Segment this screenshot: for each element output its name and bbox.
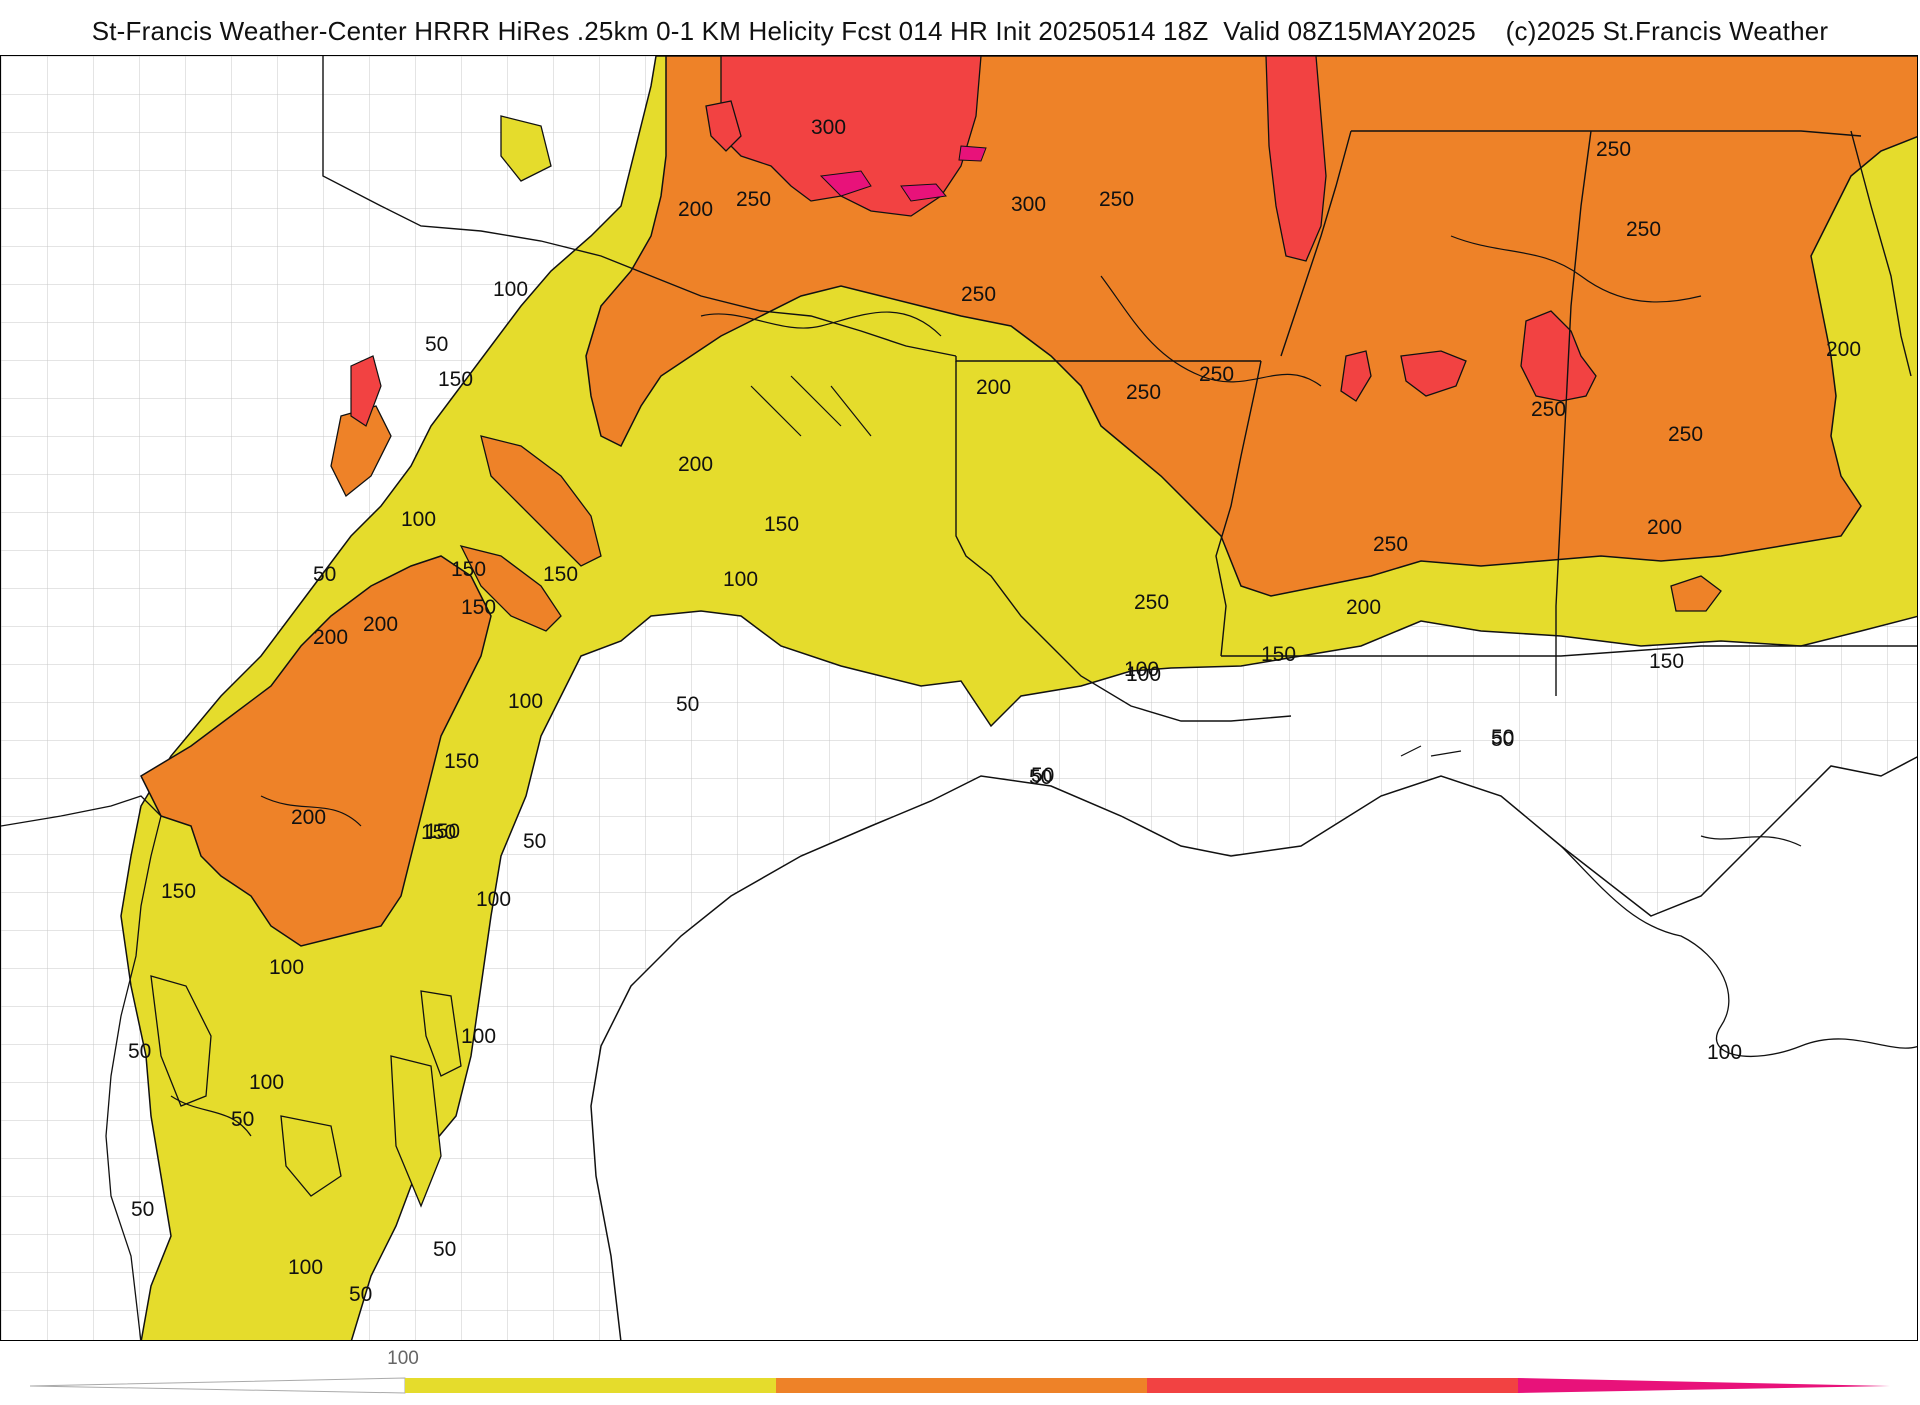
- contour-label: 200: [1647, 516, 1682, 539]
- contour-label: 100: [461, 1025, 496, 1048]
- contour-label: 250: [1596, 138, 1631, 161]
- state-borders: [322, 56, 1917, 722]
- contour-label: 50: [349, 1283, 372, 1306]
- map-title: St-Francis Weather-Center HRRR HiRes .25…: [91, 16, 1829, 46]
- contour-label: 150: [1649, 650, 1684, 673]
- contour-label: 100: [269, 956, 304, 979]
- contour-label: 250: [736, 188, 771, 211]
- colorbar-segment-0-100: [29, 1377, 406, 1394]
- contour-label: 200: [976, 376, 1011, 399]
- helicity-band-200-300: [1670, 575, 1722, 612]
- helicity-band-300-400: [1265, 56, 1327, 262]
- helicity-band-300-400: [705, 100, 742, 152]
- contour-label: 200: [1346, 596, 1381, 619]
- colorbar-segment-300-400: [1147, 1378, 1518, 1393]
- helicity-band-300-400: [350, 355, 382, 427]
- contour-label: 200: [363, 613, 398, 636]
- helicity-map: 300 300 250 250 250 250 250 200 250 250 …: [0, 55, 1918, 1341]
- contour-label: 250: [1531, 398, 1566, 421]
- contour-label: 150: [1261, 643, 1296, 666]
- helicity-band-200-300: [140, 555, 492, 947]
- contour-label: 250: [1099, 188, 1134, 211]
- contour-label: 200: [313, 626, 348, 649]
- contour-lines: [170, 235, 1802, 1137]
- contour-label: 250: [1626, 218, 1661, 241]
- helicity-band-400-500: [819, 145, 987, 202]
- colorbar-segment-100-200: [405, 1378, 776, 1393]
- contour-label: 250: [1134, 591, 1169, 614]
- colorbar-segment-200-300: [776, 1378, 1147, 1393]
- colorbar-segment-400-500: [1518, 1378, 1890, 1393]
- contour-label: 150: [764, 513, 799, 536]
- helicity-band-200-300: [480, 435, 602, 567]
- contour-label: 200: [1826, 338, 1861, 361]
- contour-label: 50: [313, 563, 336, 586]
- helicity-band-100-200: [150, 975, 212, 1107]
- contour-label: 150: [444, 750, 479, 773]
- contour-label: 50: [1029, 766, 1052, 789]
- contour-label: 50: [1491, 728, 1514, 751]
- helicity-band-100-200: [390, 1055, 442, 1208]
- contour-label: 150: [161, 880, 196, 903]
- contour-label: 50: [523, 830, 546, 853]
- contour-label: 150: [438, 368, 473, 391]
- contour-label: 100: [508, 690, 543, 713]
- helicity-band-300-400: [1520, 310, 1597, 402]
- contour-label: 150: [425, 820, 460, 843]
- contour-label: 150: [461, 596, 496, 619]
- helicity-band-300-400: [720, 56, 982, 217]
- contour-label: 50: [425, 333, 448, 356]
- colorbar-tick-label: 100: [387, 1348, 419, 1369]
- contour-label: 150: [451, 558, 486, 581]
- contour-label: 250: [1126, 381, 1161, 404]
- contour-label: 100: [249, 1071, 284, 1094]
- contour-label: 250: [1373, 533, 1408, 556]
- contour-label: 250: [1199, 363, 1234, 386]
- contour-label: 200: [291, 806, 326, 829]
- contour-label: 50: [131, 1198, 154, 1221]
- contour-labels: 300 300 250 250 250 250 250 200 250 250 …: [128, 116, 1861, 1306]
- contour-label: 100: [1124, 658, 1159, 681]
- coastline: [590, 756, 1917, 1340]
- contour-label: 100: [493, 278, 528, 301]
- contour-label: 100: [723, 568, 758, 591]
- helicity-band-200-300: [330, 405, 392, 498]
- contour-label: 100: [401, 508, 436, 531]
- contour-label: 100: [1707, 1041, 1742, 1064]
- colorbar: 100: [29, 1348, 1890, 1394]
- helicity-band-300-400: [1340, 350, 1372, 402]
- contour-label: 150: [421, 821, 456, 844]
- contour-label: 150: [543, 563, 578, 586]
- helicity-band-200-300: [459, 545, 562, 632]
- color-legend: 100: [0, 1345, 1920, 1400]
- contour-label: 300: [811, 116, 846, 139]
- helicity-band-100-200: [500, 115, 552, 182]
- helicity-band-100-200: [280, 1115, 342, 1197]
- contour-label: 50: [128, 1040, 151, 1063]
- map-canvas: 300 300 250 250 250 250 250 200 250 250 …: [1, 56, 1917, 1340]
- helicity-band-300-400: [1400, 350, 1467, 397]
- contour-label: 200: [678, 198, 713, 221]
- contour-label: 50: [433, 1238, 456, 1261]
- contour-label: 50: [1031, 764, 1054, 787]
- contour-label: 250: [961, 283, 996, 306]
- contour-label: 300: [1011, 193, 1046, 216]
- contour-label: 50: [1491, 726, 1514, 749]
- contour-label: 50: [676, 693, 699, 716]
- contour-label: 100: [1126, 663, 1161, 686]
- contour-label: 250: [1668, 423, 1703, 446]
- contour-label: 100: [288, 1256, 323, 1279]
- coastline: [1560, 845, 1917, 1058]
- helicity-band-100-200: [420, 990, 462, 1077]
- contour-label: 50: [231, 1108, 254, 1131]
- contour-label: 100: [476, 888, 511, 911]
- contour-label: 200: [678, 453, 713, 476]
- international-border: [1, 795, 162, 1340]
